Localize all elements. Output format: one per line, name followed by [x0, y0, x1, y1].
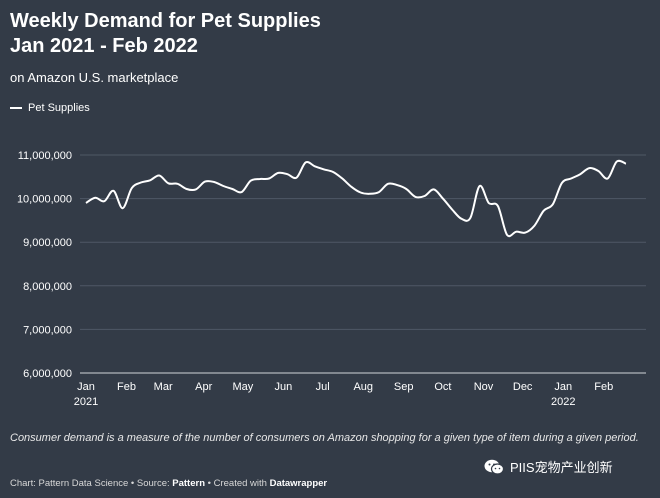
- x-tick-label: Nov: [474, 381, 494, 393]
- x-tick-label: Oct: [434, 381, 451, 393]
- x-tick-label: Jun: [275, 381, 293, 393]
- watermark: PIIS宠物产业创新: [484, 457, 613, 476]
- line-chart: 11,000,000 10,000,000 9,000,000 8,000,000 7,…: [17, 150, 646, 408]
- series-line-pet-supplies: [85, 159, 627, 238]
- y-tick-label: 10,000,000: [17, 194, 72, 206]
- chart-subtitle: on Amazon U.S. marketplace: [10, 70, 179, 85]
- footer-chart-credit: Chart: Pattern Data Science • Source:: [10, 478, 173, 489]
- chart-title: Weekly Demand for Pet Supplies Jan 2021 …: [10, 9, 321, 59]
- footer-created-with: • Created with: [205, 478, 270, 489]
- x-tick-label: Jan: [554, 381, 572, 393]
- x-tick-label: Mar: [154, 381, 173, 393]
- y-tick-label: 8,000,000: [23, 281, 72, 293]
- x-tick-label: Apr: [195, 381, 212, 393]
- legend-label: Pet Supplies: [28, 102, 90, 114]
- x-axis: Jan 2021 Feb Mar Apr May Jun Jul Aug Sep Oct Nov Dec…: [74, 381, 613, 408]
- x-tick-year-label: 2021: [74, 396, 98, 408]
- legend-swatch: [10, 107, 22, 109]
- y-tick-label: 11,000,000: [18, 150, 72, 162]
- y-tick-label: 9,000,000: [23, 237, 72, 249]
- footer-source: Pattern: [172, 478, 205, 489]
- title-line-2: Jan 2021 - Feb 2022: [10, 35, 198, 57]
- x-tick-label: Aug: [353, 381, 373, 393]
- x-tick-label: Jul: [316, 381, 330, 393]
- x-tick-label: Feb: [117, 381, 136, 393]
- x-tick-year-label: 2022: [551, 396, 575, 408]
- x-tick-label: Dec: [513, 381, 533, 393]
- legend: Pet Supplies: [10, 102, 90, 114]
- watermark-text: PIIS宠物产业创新: [510, 460, 613, 475]
- y-tick-label: 7,000,000: [23, 324, 72, 336]
- chart-note: Consumer demand is a measure of the numb…: [10, 432, 639, 444]
- footer-tool-link[interactable]: Datawrapper: [269, 478, 328, 489]
- wechat-icon: [484, 459, 504, 475]
- y-axis: 11,000,000 10,000,000 9,000,000 8,000,000 7,…: [17, 150, 72, 380]
- chart-footer: Chart: Pattern Data Science • Source: Pa…: [10, 478, 327, 489]
- grid-lines: [80, 154, 646, 374]
- y-tick-label: 6,000,000: [23, 368, 72, 380]
- title-line-1: Weekly Demand for Pet Supplies: [10, 10, 321, 32]
- x-tick-label: May: [232, 381, 253, 393]
- x-tick-label: Sep: [394, 381, 414, 393]
- x-tick-label: Feb: [594, 381, 613, 393]
- x-tick-label: Jan: [77, 381, 95, 393]
